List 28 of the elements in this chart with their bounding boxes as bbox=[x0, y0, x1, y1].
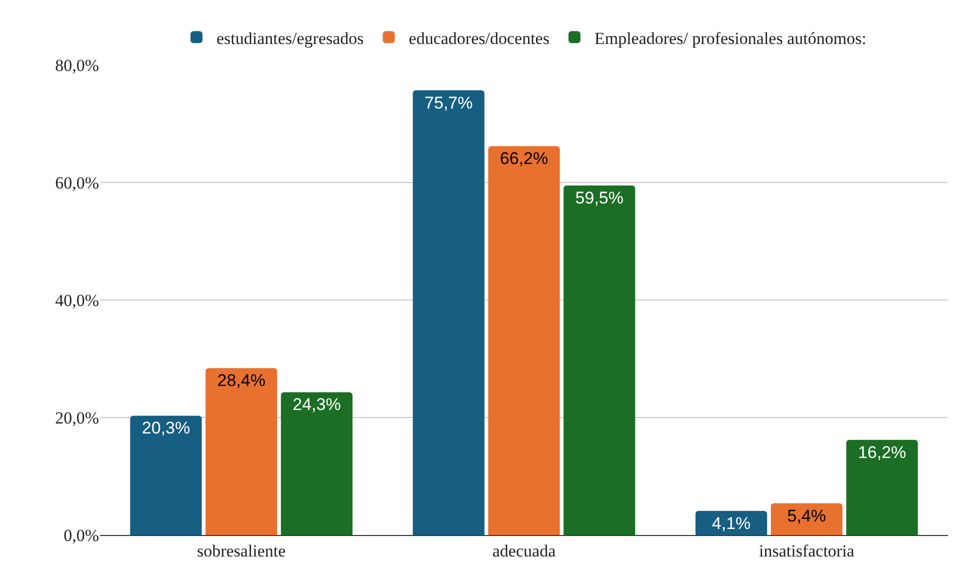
bar bbox=[130, 416, 202, 535]
legend-label: educadores/docentes bbox=[408, 28, 550, 48]
bar bbox=[770, 503, 842, 535]
data-label: 16,2% bbox=[858, 442, 906, 462]
bar bbox=[206, 368, 278, 535]
y-tick-label: 60,0% bbox=[55, 173, 99, 192]
data-label: 59,5% bbox=[575, 188, 624, 208]
x-tick-label: sobresaliente bbox=[196, 541, 286, 560]
data-label: 5,4% bbox=[787, 506, 826, 526]
y-tick-label: 80,0% bbox=[55, 56, 99, 75]
y-tick-label: 20,0% bbox=[55, 408, 99, 428]
legend-label: estudiantes/egresados bbox=[216, 28, 364, 48]
data-label: 24,3% bbox=[292, 395, 341, 414]
bar bbox=[412, 90, 484, 535]
data-label: 28,4% bbox=[217, 371, 266, 390]
data-label: 66,2% bbox=[500, 149, 548, 168]
bar bbox=[846, 440, 918, 535]
data-label: 4,1% bbox=[712, 514, 751, 533]
bar bbox=[488, 146, 560, 535]
x-tick-label: adecuada bbox=[492, 541, 556, 560]
data-label: 75,7% bbox=[424, 93, 473, 112]
bar bbox=[280, 392, 353, 535]
y-tick-label: 40,0% bbox=[55, 290, 99, 310]
bar bbox=[564, 185, 636, 535]
x-tick-label: insatisfactoria bbox=[758, 541, 855, 560]
y-tick-label: 0,0% bbox=[64, 526, 99, 545]
data-label: 20,3% bbox=[142, 418, 190, 438]
legend-label: Empleadores/ profesionales autónomos: bbox=[594, 28, 866, 48]
